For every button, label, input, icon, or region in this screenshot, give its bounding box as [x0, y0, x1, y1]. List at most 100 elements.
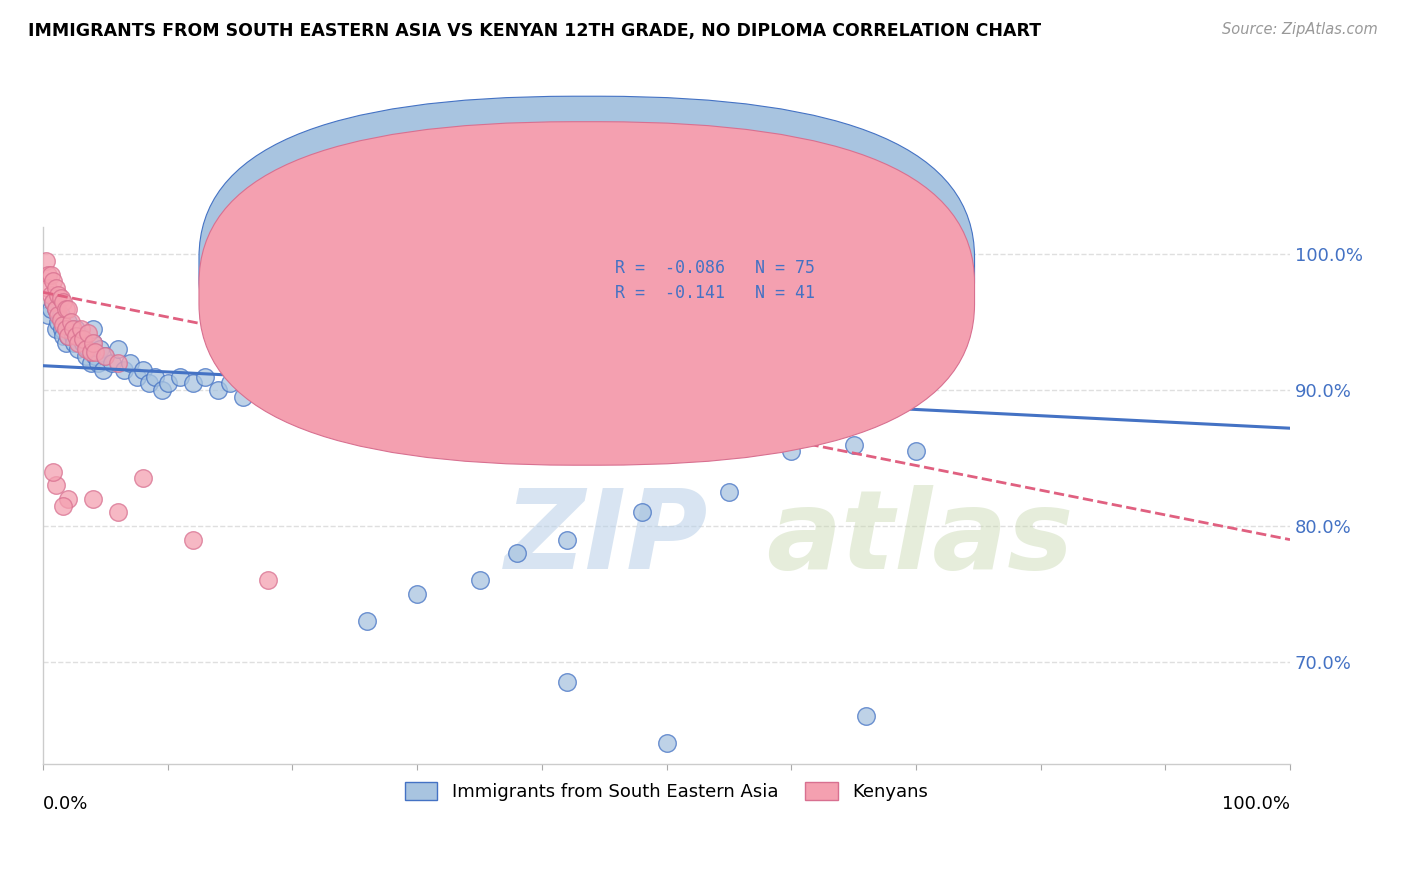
Point	[49, 312, 72, 326]
Point	[72, 332, 94, 346]
Point	[655, 431, 678, 445]
Point	[456, 417, 478, 431]
Point	[56, 315, 79, 329]
Point	[143, 369, 166, 384]
Point	[100, 356, 122, 370]
Point	[59, 315, 82, 329]
Text: Source: ZipAtlas.com: Source: ZipAtlas.com	[1222, 22, 1378, 37]
Point	[77, 326, 100, 340]
Point	[132, 471, 155, 485]
Point	[169, 369, 191, 384]
Point	[406, 417, 429, 431]
Point	[42, 294, 65, 309]
Point	[42, 294, 65, 309]
Point	[156, 376, 179, 391]
Point	[107, 506, 129, 520]
Point	[52, 328, 75, 343]
Point	[56, 328, 79, 343]
Point	[842, 437, 865, 451]
Point	[655, 736, 678, 750]
Point	[555, 675, 578, 690]
Point	[82, 491, 104, 506]
Point	[49, 291, 72, 305]
Point	[107, 356, 129, 370]
Point	[112, 363, 135, 377]
Point	[62, 328, 84, 343]
Point	[207, 383, 229, 397]
Point	[79, 356, 101, 370]
Point	[46, 309, 69, 323]
Point	[77, 343, 100, 357]
Point	[132, 363, 155, 377]
Text: 0.0%: 0.0%	[44, 795, 89, 813]
Point	[45, 478, 67, 492]
Point	[94, 349, 117, 363]
Point	[755, 431, 778, 445]
Point	[555, 533, 578, 547]
Point	[150, 383, 173, 397]
Point	[194, 369, 217, 384]
Point	[51, 322, 73, 336]
Point	[381, 403, 404, 417]
Point	[181, 376, 204, 391]
Point	[356, 390, 378, 404]
Text: IMMIGRANTS FROM SOUTH EASTERN ASIA VS KENYAN 12TH GRADE, NO DIPLOMA CORRELATION : IMMIGRANTS FROM SOUTH EASTERN ASIA VS KE…	[28, 22, 1042, 40]
Point	[332, 383, 354, 397]
Point	[82, 335, 104, 350]
Point	[606, 424, 628, 438]
Point	[39, 288, 62, 302]
Point	[780, 444, 803, 458]
Point	[904, 444, 927, 458]
Point	[69, 322, 91, 336]
Point	[37, 281, 59, 295]
Point	[55, 322, 77, 336]
Point	[34, 254, 56, 268]
Point	[67, 335, 90, 350]
Point	[52, 318, 75, 332]
Point	[91, 363, 114, 377]
Point	[75, 343, 97, 357]
Point	[630, 506, 652, 520]
Text: R =  -0.141   N = 41: R = -0.141 N = 41	[616, 285, 815, 302]
Point	[506, 546, 529, 560]
Point	[232, 390, 254, 404]
Point	[555, 431, 578, 445]
Point	[356, 614, 378, 628]
Point	[42, 275, 65, 289]
Point	[181, 533, 204, 547]
Point	[37, 309, 59, 323]
Point	[56, 328, 79, 343]
Point	[94, 349, 117, 363]
Point	[125, 369, 148, 384]
Point	[82, 322, 104, 336]
Point	[52, 294, 75, 309]
Point	[120, 356, 142, 370]
Point	[481, 410, 503, 425]
Point	[706, 424, 728, 438]
Point	[45, 322, 67, 336]
Point	[69, 328, 91, 343]
Point	[62, 322, 84, 336]
Point	[72, 335, 94, 350]
Point	[67, 343, 90, 357]
Point	[56, 491, 79, 506]
Text: R =  -0.086   N = 75: R = -0.086 N = 75	[616, 259, 815, 277]
FancyBboxPatch shape	[554, 257, 922, 313]
Point	[46, 288, 69, 302]
Point	[45, 301, 67, 316]
Point	[87, 356, 110, 370]
Point	[256, 574, 278, 588]
Point	[89, 343, 111, 357]
Point	[39, 268, 62, 282]
Point	[219, 376, 242, 391]
FancyBboxPatch shape	[200, 121, 974, 466]
Point	[530, 417, 553, 431]
Point	[138, 376, 160, 391]
Text: atlas: atlas	[766, 485, 1074, 592]
Point	[75, 349, 97, 363]
Point	[82, 335, 104, 350]
FancyBboxPatch shape	[200, 96, 974, 440]
Point	[45, 301, 67, 316]
Point	[281, 390, 304, 404]
Point	[430, 403, 453, 417]
